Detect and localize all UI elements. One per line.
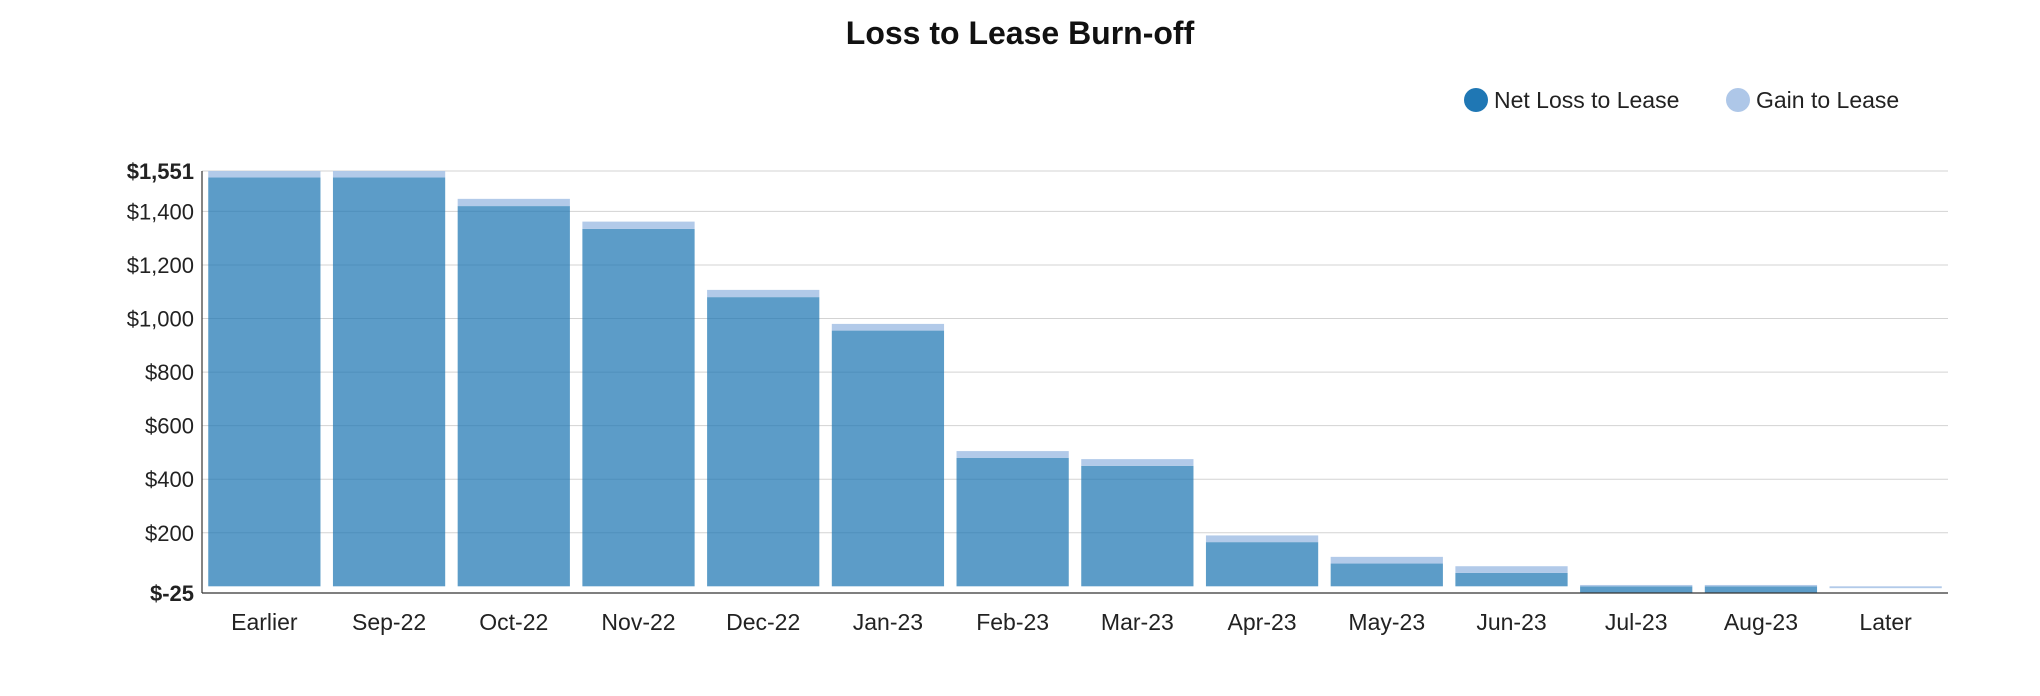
- bar-gain-to-lease-dec-22[interactable]: [707, 289, 820, 298]
- x-tick-label: Aug-23: [1724, 609, 1798, 635]
- bar-net-loss-to-lease-jan-23[interactable]: [831, 330, 945, 587]
- bars: [208, 171, 1942, 593]
- bar-net-loss-to-lease-aug-23[interactable]: [1704, 586, 1818, 593]
- x-tick-label: Mar-23: [1101, 609, 1174, 635]
- x-tick-label: Feb-23: [976, 609, 1049, 635]
- bar-gain-to-lease-mar-23[interactable]: [1081, 459, 1194, 466]
- y-tick-label: $400: [145, 467, 194, 492]
- y-tick-label: $1,400: [127, 199, 194, 224]
- legend-label: Net Loss to Lease: [1494, 87, 1679, 113]
- bar-gain-to-lease-may-23[interactable]: [1330, 556, 1443, 564]
- bar-net-loss-to-lease-feb-23[interactable]: [956, 457, 1069, 587]
- x-tick-label: Jul-23: [1605, 609, 1668, 635]
- x-axis-ticks: Earlier Sep-22 Oct-22 Nov-22 Dec-22 Jan-23 Feb…: [231, 609, 1912, 635]
- x-tick-label: Later: [1859, 609, 1912, 635]
- bar-net-loss-to-lease-apr-23[interactable]: [1205, 542, 1319, 587]
- legend: Net Loss to Lease Gain to Lease: [1464, 87, 1899, 113]
- bar-gain-to-lease-nov-22[interactable]: [582, 221, 695, 229]
- bar-net-loss-to-lease-mar-23[interactable]: [1081, 465, 1194, 587]
- bar-gain-to-lease-earlier[interactable]: [208, 171, 321, 178]
- bar-gain-to-lease-feb-23[interactable]: [956, 451, 1069, 458]
- legend-swatch: [1464, 88, 1488, 112]
- legend-swatch: [1726, 88, 1750, 112]
- bar-gain-to-lease-jan-23[interactable]: [831, 323, 945, 331]
- bar-net-loss-to-lease-dec-22[interactable]: [707, 297, 820, 587]
- bar-gain-to-lease-jun-23[interactable]: [1455, 566, 1568, 573]
- y-axis-ticks: $-25 $200 $400 $600 $800 $1,000 $1,200 $1,400 $1…: [127, 159, 194, 606]
- bar-gain-to-lease-aug-23[interactable]: [1704, 584, 1818, 587]
- x-tick-label: Jan-23: [853, 609, 923, 635]
- y-tick-label: $1,551: [127, 159, 194, 184]
- bar-net-loss-to-lease-jun-23[interactable]: [1455, 572, 1568, 587]
- x-tick-label: Nov-22: [601, 609, 675, 635]
- bar-net-loss-to-lease-earlier[interactable]: [208, 177, 321, 587]
- y-tick-label: $-25: [150, 581, 194, 606]
- x-tick-label: Dec-22: [726, 609, 800, 635]
- legend-item[interactable]: Net Loss to Lease: [1464, 87, 1679, 113]
- bar-gain-to-lease-jul-23[interactable]: [1580, 584, 1693, 587]
- bar-gain-to-lease-sep-22[interactable]: [332, 171, 446, 178]
- bar-net-loss-to-lease-sep-22[interactable]: [332, 177, 446, 587]
- legend-label: Gain to Lease: [1756, 87, 1899, 113]
- y-tick-label: $1,200: [127, 253, 194, 278]
- x-tick-label: May-23: [1348, 609, 1425, 635]
- bar-gain-to-lease-later[interactable]: [1829, 586, 1942, 589]
- bar-net-loss-to-lease-nov-22[interactable]: [582, 228, 695, 587]
- x-tick-label: Sep-22: [352, 609, 426, 635]
- legend-item[interactable]: Gain to Lease: [1726, 87, 1899, 113]
- bar-gain-to-lease-apr-23[interactable]: [1205, 535, 1319, 543]
- y-tick-label: $1,000: [127, 307, 194, 332]
- x-tick-label: Oct-22: [479, 609, 548, 635]
- x-tick-label: Earlier: [231, 609, 298, 635]
- y-tick-label: $600: [145, 414, 194, 439]
- bar-net-loss-to-lease-may-23[interactable]: [1330, 563, 1443, 587]
- x-tick-label: Apr-23: [1228, 609, 1297, 635]
- chart-title: Loss to Lease Burn-off: [846, 15, 1195, 51]
- y-tick-label: $200: [145, 521, 194, 546]
- y-tick-label: $800: [145, 360, 194, 385]
- axes: [201, 171, 1948, 594]
- bar-net-loss-to-lease-jul-23[interactable]: [1580, 586, 1693, 593]
- bar-gain-to-lease-oct-22[interactable]: [457, 198, 570, 207]
- bar-net-loss-to-lease-oct-22[interactable]: [457, 206, 570, 587]
- x-tick-label: Jun-23: [1476, 609, 1546, 635]
